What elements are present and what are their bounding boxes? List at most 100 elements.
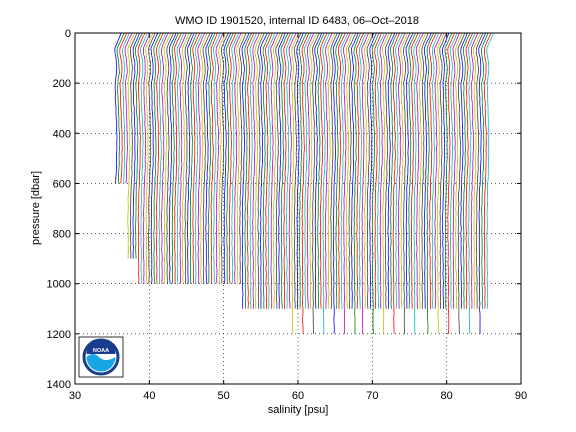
- profile-line: [460, 32, 468, 309]
- profile-line: [462, 32, 471, 309]
- profile-line: [252, 32, 260, 309]
- profile-line: [187, 32, 195, 284]
- profile-line: [364, 32, 372, 309]
- logo-upper-half: [86, 339, 116, 354]
- axis-ticks: [74, 32, 522, 385]
- profile-line: [296, 32, 304, 309]
- profile-line: [431, 32, 440, 309]
- profile-line: [423, 32, 432, 309]
- profile-line: [288, 32, 297, 309]
- profile-line: [150, 32, 159, 284]
- profile-line: [361, 32, 369, 334]
- profile-line: [259, 32, 268, 309]
- profile-line: [168, 32, 177, 284]
- profile-line: [454, 32, 463, 309]
- profile-line: [205, 32, 213, 284]
- profile-line: [291, 32, 299, 334]
- profile-line: [330, 32, 338, 309]
- profile-line: [226, 32, 234, 284]
- profile-line: [241, 32, 250, 309]
- x-tick-label: 90: [515, 390, 527, 402]
- profile-line: [148, 32, 156, 284]
- profile-line: [345, 32, 354, 309]
- profile-line: [405, 32, 414, 309]
- profile-lines: [114, 32, 494, 334]
- profile-line: [257, 32, 265, 309]
- profile-line: [194, 32, 203, 284]
- profile-line: [418, 32, 427, 309]
- logo-wave: [86, 354, 116, 372]
- profile-line: [470, 32, 479, 309]
- profile-line: [265, 32, 273, 309]
- profile-line: [369, 32, 377, 309]
- profile-line: [192, 32, 201, 284]
- profile-line: [429, 32, 437, 309]
- profile-line: [207, 32, 216, 284]
- profile-line: [189, 32, 198, 284]
- profile-line: [390, 32, 398, 309]
- profile-line: [275, 32, 284, 309]
- profile-line: [176, 32, 185, 284]
- profile-line: [145, 32, 154, 284]
- profile-line: [415, 32, 424, 309]
- profile-line: [473, 32, 482, 309]
- y-tick-label: 800: [53, 229, 71, 241]
- profile-line: [223, 32, 232, 284]
- profile-line: [312, 32, 320, 334]
- profile-line: [410, 32, 419, 309]
- profile-line: [434, 32, 443, 309]
- profile-line: [270, 32, 279, 309]
- profile-line: [457, 32, 466, 334]
- y-tick-label: 200: [53, 78, 71, 90]
- x-tick-label: 70: [366, 390, 378, 402]
- profile-line: [486, 32, 494, 309]
- profile-line: [155, 32, 164, 284]
- profile-line: [309, 32, 318, 309]
- profile-line: [134, 32, 143, 259]
- profile-line: [335, 32, 343, 309]
- profile-line: [382, 32, 390, 334]
- profile-line: [174, 32, 182, 284]
- profile-line: [371, 32, 380, 334]
- profile-line: [202, 32, 211, 284]
- profile-line: [116, 32, 125, 184]
- profile-line: [366, 32, 375, 309]
- profile-line: [301, 32, 310, 334]
- profile-line: [436, 32, 445, 334]
- profile-line: [322, 32, 330, 334]
- profile-line: [449, 32, 458, 309]
- profile-line: [319, 32, 328, 309]
- profile-line: [137, 32, 146, 284]
- y-tick-label: 1400: [47, 379, 71, 391]
- x-tick-label: 80: [441, 390, 453, 402]
- profile-line: [286, 32, 294, 309]
- x-axis-label: salinity [psu]: [268, 404, 329, 416]
- profile-line: [356, 32, 365, 309]
- y-tick-label: 1200: [47, 329, 71, 341]
- profile-line: [249, 32, 257, 309]
- profile-line: [478, 32, 486, 334]
- profile-line: [413, 32, 421, 334]
- profile-line: [132, 32, 140, 259]
- chart-title: WMO ID 1901520, internal ID 6483, 06–Oct…: [175, 15, 419, 27]
- profile-line: [267, 32, 276, 309]
- profile-line: [340, 32, 349, 309]
- y-tick-label: 400: [53, 128, 71, 140]
- profile-line: [142, 32, 151, 284]
- x-tick-label: 30: [69, 390, 81, 402]
- x-tick-label: 40: [143, 390, 155, 402]
- profile-line: [244, 32, 252, 309]
- profile-line: [387, 32, 396, 309]
- y-tick-label: 0: [65, 28, 71, 40]
- profile-line: [246, 32, 255, 309]
- profile-line: [343, 32, 351, 334]
- profile-line: [314, 32, 323, 309]
- profile-line: [171, 32, 179, 284]
- profile-line: [220, 32, 229, 284]
- profile-line: [439, 32, 447, 309]
- profile-line: [475, 32, 484, 309]
- profile-line: [358, 32, 367, 309]
- profile-line: [114, 32, 122, 184]
- profile-line: [483, 32, 492, 309]
- profile-line: [161, 32, 169, 284]
